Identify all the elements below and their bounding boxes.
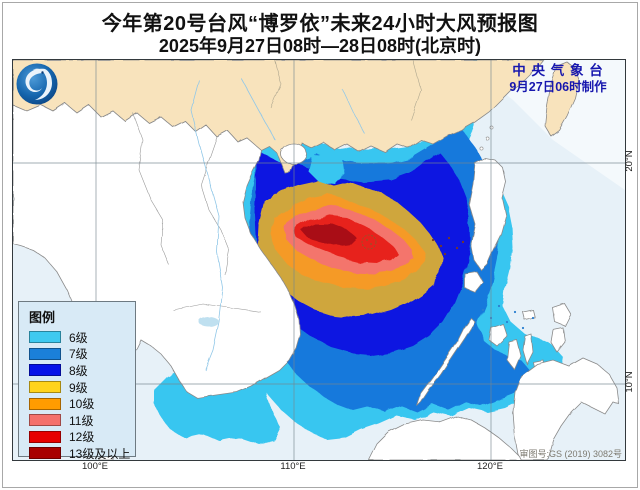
island-markers bbox=[361, 234, 535, 330]
legend-swatch-10 bbox=[29, 397, 61, 410]
legend-swatch-6 bbox=[29, 331, 61, 344]
province-border bbox=[270, 60, 282, 109]
visayas-island bbox=[488, 323, 508, 347]
agency-stamp: 中 央 气 象 台 9月27日06时制作 bbox=[495, 63, 621, 95]
wind-area-13 bbox=[301, 224, 357, 246]
borneo-island bbox=[368, 415, 522, 460]
tonle-sap-lake bbox=[199, 317, 219, 327]
issue-time: 9月27日06时制作 bbox=[509, 80, 607, 94]
visayas-island bbox=[552, 303, 572, 327]
scattered-islets bbox=[431, 236, 465, 256]
legend-row: 6级 bbox=[29, 329, 135, 346]
legend-row: 9级 bbox=[29, 379, 135, 396]
cma-dragon-logo-icon bbox=[16, 63, 58, 105]
islet-dot bbox=[366, 239, 368, 241]
legend-label: 11级 bbox=[69, 413, 94, 428]
visayas-island bbox=[550, 327, 566, 353]
legend-label: 8级 bbox=[69, 363, 88, 378]
lon-label-120E: 120°E bbox=[477, 461, 503, 472]
visayas-island bbox=[522, 309, 536, 321]
islet-dot bbox=[370, 243, 372, 245]
land-masses bbox=[13, 60, 620, 460]
visayas-island bbox=[506, 339, 522, 371]
legend-row: 10级 bbox=[29, 395, 135, 412]
agency-name: 中 央 气 象 台 bbox=[512, 63, 604, 78]
river bbox=[342, 89, 366, 135]
mindanao-island bbox=[512, 357, 620, 460]
legend-label: 7级 bbox=[69, 347, 88, 362]
lat-label-20N: 20°N bbox=[624, 150, 635, 172]
country-border bbox=[172, 303, 262, 313]
legend-label: 12级 bbox=[69, 430, 95, 445]
wind-area-6-hainan-patch bbox=[309, 152, 345, 184]
river bbox=[190, 79, 224, 371]
legend-title: 图例 bbox=[29, 310, 56, 325]
legend-row: 11级 bbox=[29, 412, 135, 429]
lon-label-100E: 100°E bbox=[82, 461, 108, 472]
legend-swatch-11 bbox=[29, 414, 61, 427]
lat-label-10N: 10°N bbox=[624, 371, 635, 393]
map-canvas bbox=[13, 60, 625, 460]
legend-swatch-12 bbox=[29, 430, 61, 443]
legend-swatch-8 bbox=[29, 364, 61, 377]
mindoro-island bbox=[464, 271, 484, 293]
legend-row: 13级及以上 bbox=[29, 445, 135, 462]
visayas-island bbox=[522, 333, 534, 366]
legend-swatch-13 bbox=[29, 447, 61, 460]
legend-row: 12级 bbox=[29, 429, 135, 446]
paracel-islands-marker bbox=[361, 234, 377, 250]
legend-swatch-7 bbox=[29, 347, 61, 360]
batanes-islet bbox=[485, 136, 489, 140]
river bbox=[240, 77, 276, 141]
country-border bbox=[200, 136, 230, 276]
taiwan-island bbox=[544, 61, 580, 137]
map-subtitle: 2025年9月27日08时—28日08时(北京时) bbox=[158, 36, 482, 56]
legend-row: 8级 bbox=[29, 362, 135, 379]
country-border bbox=[132, 112, 170, 266]
luzon-island bbox=[468, 157, 507, 271]
map-approval-number: 审图号:GS (2019) 3082号 bbox=[519, 449, 622, 459]
map-title: 今年第20号台风“博罗依”未来24小时大风预报图 bbox=[101, 13, 539, 35]
legend-swatch-9 bbox=[29, 381, 61, 394]
legend-label: 9级 bbox=[69, 380, 88, 395]
map-region bbox=[12, 59, 626, 461]
legend-label: 10级 bbox=[69, 397, 95, 412]
batanes-islet bbox=[479, 146, 483, 150]
legend-box: 图例 6级 7级 8级 9级 10级 11级 12级 13级及以上 bbox=[18, 301, 136, 461]
legend-row: 7级 bbox=[29, 346, 135, 363]
legend-label: 13级及以上 bbox=[69, 446, 131, 461]
spratly-islets bbox=[471, 304, 535, 330]
province-border bbox=[410, 60, 422, 121]
legend-label: 6级 bbox=[69, 330, 88, 345]
lon-label-110E: 110°E bbox=[280, 461, 306, 472]
